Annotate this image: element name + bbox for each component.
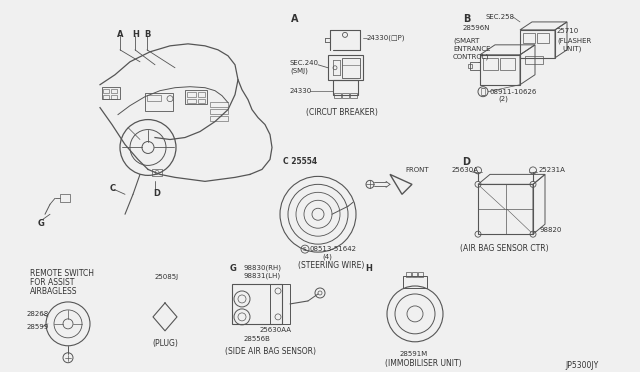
Bar [270, 284, 290, 324]
Text: 98820: 98820 [539, 227, 561, 233]
Text: C: C [110, 185, 116, 193]
Text: A: A [117, 30, 124, 39]
Text: SEC.258: SEC.258 [485, 14, 514, 20]
Text: G: G [38, 219, 45, 228]
Bar [103, 89, 109, 93]
Text: 28596N: 28596N [463, 25, 490, 31]
Bar [350, 93, 357, 98]
Text: ENTRANCE: ENTRANCE [453, 46, 490, 52]
Bar [328, 55, 363, 80]
Text: 24330: 24330 [290, 88, 312, 94]
Bar [334, 93, 341, 98]
Text: S: S [302, 247, 306, 251]
Text: G: G [230, 264, 237, 273]
Text: B: B [463, 14, 470, 24]
Bar [523, 33, 535, 43]
Bar [198, 99, 205, 103]
Bar [198, 92, 205, 97]
Bar [412, 272, 417, 277]
Bar [342, 58, 360, 78]
Text: Ⓝ: Ⓝ [481, 87, 486, 96]
Text: 25630AA: 25630AA [260, 327, 292, 333]
Bar [102, 87, 120, 99]
Bar [111, 89, 117, 93]
Text: 25231A: 25231A [539, 167, 566, 173]
Text: B: B [144, 30, 150, 39]
Bar [470, 62, 480, 70]
Text: JP5300JY: JP5300JY [565, 361, 598, 370]
Text: 28268: 28268 [27, 311, 49, 317]
Text: 25630A: 25630A [452, 167, 479, 173]
Bar [537, 33, 549, 43]
Text: (CIRCUT BREAKER): (CIRCUT BREAKER) [306, 108, 378, 117]
Text: (PLUG): (PLUG) [152, 339, 178, 348]
Text: 98830(RH): 98830(RH) [244, 264, 282, 270]
Text: D: D [462, 157, 470, 167]
Bar [525, 56, 543, 64]
Text: (IMMOBILISER UNIT): (IMMOBILISER UNIT) [385, 359, 461, 368]
Text: 24330(□P): 24330(□P) [367, 35, 406, 41]
Bar [406, 272, 411, 277]
Bar [60, 194, 70, 202]
Text: REMOTE SWITCH: REMOTE SWITCH [30, 269, 94, 278]
Text: SEC.240: SEC.240 [290, 60, 319, 66]
Text: 28599: 28599 [27, 324, 49, 330]
Bar [187, 99, 196, 103]
Bar [468, 64, 472, 68]
Text: 25085J: 25085J [155, 274, 179, 280]
Text: H: H [132, 30, 139, 39]
Bar [210, 116, 228, 121]
Bar [403, 276, 427, 288]
Bar [147, 94, 161, 101]
Text: FOR ASSIST: FOR ASSIST [30, 278, 74, 287]
Text: D: D [153, 189, 160, 198]
Bar [483, 58, 498, 70]
Bar [210, 109, 228, 113]
Text: C 25554: C 25554 [283, 157, 317, 166]
Text: 98831(LH): 98831(LH) [244, 272, 281, 279]
Text: (2): (2) [498, 96, 508, 102]
Bar [187, 92, 196, 97]
Text: (SMJ): (SMJ) [290, 68, 308, 74]
Bar [342, 93, 349, 98]
Text: AIRBAGLESS: AIRBAGLESS [30, 287, 77, 296]
Bar [111, 94, 117, 99]
Text: (SIDE AIR BAG SENSOR): (SIDE AIR BAG SENSOR) [225, 347, 316, 356]
Bar [478, 185, 533, 234]
Text: 08513-51642: 08513-51642 [310, 246, 357, 252]
Bar [333, 80, 358, 94]
Bar [520, 30, 555, 58]
Text: (AIR BAG SENSOR CTR): (AIR BAG SENSOR CTR) [460, 244, 548, 253]
Bar [152, 169, 162, 176]
Text: UNIT): UNIT) [562, 46, 581, 52]
Text: 28591M: 28591M [400, 351, 428, 357]
Text: (SMART: (SMART [453, 38, 479, 44]
Bar [232, 284, 282, 324]
Text: FRONT: FRONT [405, 167, 429, 173]
Text: (FLASHER: (FLASHER [557, 38, 591, 44]
Text: (STEERING WIRE): (STEERING WIRE) [298, 261, 364, 270]
Bar [210, 102, 228, 107]
Bar [500, 58, 515, 70]
Bar [103, 94, 109, 99]
Text: 28556B: 28556B [244, 336, 271, 342]
Text: H: H [365, 264, 372, 273]
Text: CONTROL): CONTROL) [453, 54, 490, 60]
Bar [185, 90, 207, 104]
Bar [480, 55, 520, 85]
Bar [145, 93, 173, 110]
Text: (4): (4) [322, 253, 332, 260]
Bar [418, 272, 423, 277]
Text: 08911-10626: 08911-10626 [490, 89, 538, 95]
Text: A: A [291, 14, 298, 24]
Text: 25710: 25710 [557, 28, 579, 34]
